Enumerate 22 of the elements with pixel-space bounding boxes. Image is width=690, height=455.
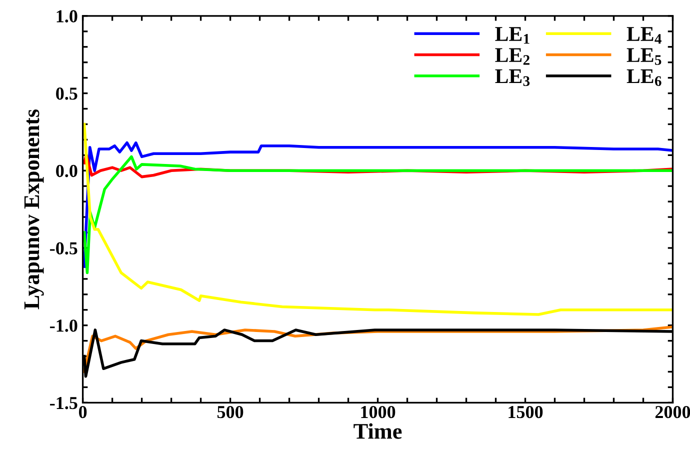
x-tick-label: 0	[78, 406, 87, 418]
line-series	[82, 141, 673, 268]
legend-label: LE$_{6}$	[626, 69, 662, 86]
legend-label: LE$_{4}$	[626, 27, 662, 44]
x-tick-label: 2000	[655, 406, 690, 418]
y-tick-label: 1.0	[56, 10, 78, 22]
y-tick-label: 0.5	[56, 88, 78, 100]
y-tick-label: -1.5	[50, 397, 78, 410]
line-series	[82, 155, 673, 274]
y-tick-label: -1.0	[50, 320, 78, 332]
x-axis-title: Time	[354, 423, 402, 439]
legend-label: LE$_{2}$	[495, 48, 530, 65]
x-tick-label: 500	[217, 406, 244, 418]
legend-label: LE$_{3}$	[495, 69, 530, 86]
legend-label: LE$_{1}$	[495, 27, 530, 44]
legend-label: LE$_{5}$	[626, 48, 662, 65]
x-tick-label: 1000	[361, 406, 396, 418]
y-tick-label: -0.5	[50, 242, 78, 254]
y-tick-label: 0.0	[56, 164, 78, 178]
x-tick-label: 1500	[508, 406, 543, 418]
y-axis-title: Lyapunov Exponents	[24, 109, 44, 310]
line-series	[82, 122, 673, 316]
